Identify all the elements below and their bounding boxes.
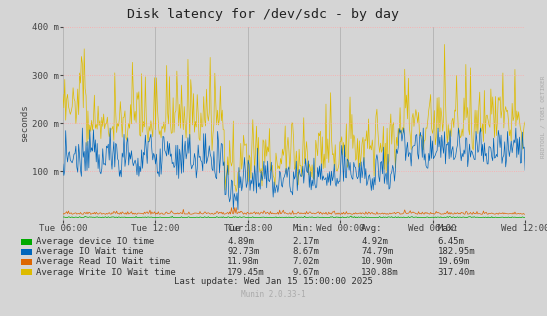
Text: Last update: Wed Jan 15 15:00:00 2025: Last update: Wed Jan 15 15:00:00 2025 <box>174 277 373 286</box>
Text: 92.73m: 92.73m <box>227 247 259 256</box>
Text: Average IO Wait time: Average IO Wait time <box>36 247 143 256</box>
Text: 317.40m: 317.40m <box>438 268 475 276</box>
Text: 7.02m: 7.02m <box>293 258 319 266</box>
Text: Disk latency for /dev/sdc - by day: Disk latency for /dev/sdc - by day <box>126 8 399 21</box>
Text: 182.95m: 182.95m <box>438 247 475 256</box>
Text: 130.88m: 130.88m <box>361 268 399 276</box>
Text: 179.45m: 179.45m <box>227 268 265 276</box>
Text: RRDTOOL / TOBI OETIKER: RRDTOOL / TOBI OETIKER <box>541 76 546 158</box>
Text: 2.17m: 2.17m <box>293 237 319 246</box>
Text: Max:: Max: <box>438 224 459 233</box>
Text: Average Write IO Wait time: Average Write IO Wait time <box>36 268 175 276</box>
Text: 6.45m: 6.45m <box>438 237 464 246</box>
Text: 4.89m: 4.89m <box>227 237 254 246</box>
Text: 4.92m: 4.92m <box>361 237 388 246</box>
Text: Cur:: Cur: <box>227 224 248 233</box>
Text: 8.67m: 8.67m <box>293 247 319 256</box>
Text: 9.67m: 9.67m <box>293 268 319 276</box>
Text: Min:: Min: <box>293 224 314 233</box>
Text: 11.98m: 11.98m <box>227 258 259 266</box>
Text: Avg:: Avg: <box>361 224 382 233</box>
Text: Average device IO time: Average device IO time <box>36 237 154 246</box>
Y-axis label: seconds: seconds <box>20 104 29 142</box>
Text: 10.90m: 10.90m <box>361 258 393 266</box>
Text: 74.79m: 74.79m <box>361 247 393 256</box>
Text: 19.69m: 19.69m <box>438 258 470 266</box>
Text: Average Read IO Wait time: Average Read IO Wait time <box>36 258 170 266</box>
Text: Munin 2.0.33-1: Munin 2.0.33-1 <box>241 290 306 299</box>
